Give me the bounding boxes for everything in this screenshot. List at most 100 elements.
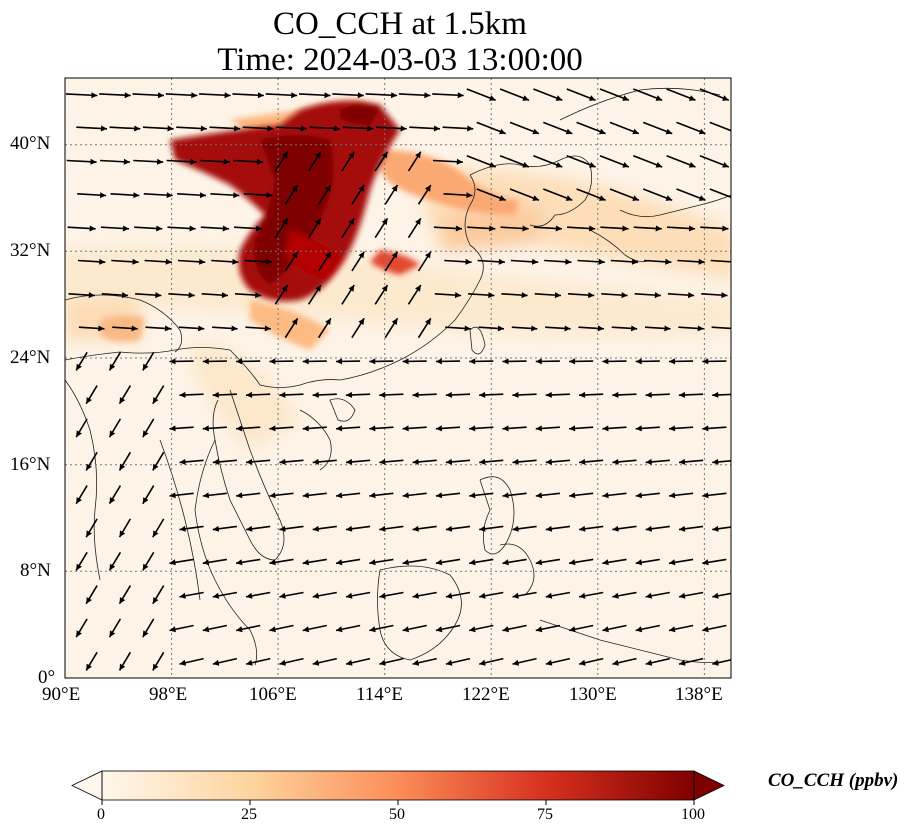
wind-arrow-head <box>179 659 186 666</box>
wind-arrow-head <box>369 492 376 499</box>
wind-arrow-head <box>532 128 539 135</box>
wind-arrow-head <box>212 659 220 666</box>
wind-arrow-head <box>142 430 149 438</box>
wind-arrow-head <box>479 458 486 465</box>
wind-arrow-head <box>98 325 105 332</box>
wind-arrow-head <box>655 95 663 101</box>
wind-arrow-head <box>86 663 92 671</box>
wind-arrow-head <box>555 162 563 168</box>
wind-arrow-head <box>588 292 595 299</box>
wind-arrow-head <box>169 559 176 566</box>
wind-arrow-head <box>369 626 376 633</box>
wind-arrow-head <box>535 559 543 566</box>
wind-arrow-head <box>346 659 353 666</box>
wind-arrow-head <box>333 125 341 132</box>
wind-arrow-head <box>121 292 129 299</box>
wind-arrow-head <box>688 95 696 101</box>
wind-arrow-head <box>669 425 676 432</box>
wind-arrow-head <box>602 425 609 432</box>
wind-arrow-head <box>665 128 673 135</box>
wind-arrow-head <box>479 391 486 398</box>
wind-arrow-head <box>336 559 343 566</box>
wind-arrow-head <box>302 492 309 499</box>
wind-arrow-head <box>199 192 206 199</box>
wind-arrow-head <box>502 559 509 566</box>
wind-arrow-head <box>124 92 131 99</box>
wind-arrow-head <box>435 492 443 499</box>
wind-arrow-head <box>688 225 696 232</box>
wind-arrow-head <box>469 492 476 499</box>
wind-arrow-head <box>212 525 220 532</box>
wind-arrow-head <box>133 192 140 199</box>
wind-arrow-head <box>231 325 238 332</box>
wind-arrow-head <box>565 258 572 265</box>
wind-arrow-head <box>602 559 609 566</box>
wind-arrow-head <box>76 630 82 638</box>
wind-arrow-head <box>402 425 409 432</box>
wind-arrow-head <box>412 592 419 599</box>
wind-arrow-head <box>412 659 420 666</box>
wind-arrow-head <box>599 128 606 135</box>
wind-arrow-head <box>266 192 273 199</box>
wind-arrow-head <box>602 626 609 633</box>
wind-arrow-head <box>712 592 719 599</box>
wind-arrow-head <box>635 559 643 566</box>
wind-arrow-head <box>302 559 310 566</box>
wind-arrow-head <box>152 463 159 471</box>
wind-arrow-head <box>236 425 243 432</box>
wind-arrow-head <box>545 391 552 398</box>
wind-arrow-head <box>722 225 729 232</box>
wind-arrow-head <box>466 192 473 199</box>
wind-arrow-head <box>348 151 355 159</box>
wind-arrow-head <box>535 626 543 633</box>
wind-arrow-head <box>415 151 421 159</box>
lon-tick-114e: 114°E <box>356 684 403 705</box>
wind-arrow-head <box>635 425 642 432</box>
wind-arrow-head <box>621 292 628 299</box>
wind-arrow-head <box>300 125 307 132</box>
wind-arrow-head <box>489 162 496 168</box>
wind-arrow-head <box>721 292 728 299</box>
wind-arrow-head <box>76 430 82 438</box>
colorbar <box>71 770 725 805</box>
wind-arrow-head <box>679 659 686 666</box>
wind-arrow-head <box>336 358 342 365</box>
wind-arrow-head <box>698 258 705 265</box>
wind-arrow-head <box>131 325 138 332</box>
wind-arrow-head <box>522 162 529 168</box>
wind-arrow-head <box>269 559 276 566</box>
wind-arrow-head <box>99 258 106 265</box>
colorbar-tick-25: 25 <box>241 806 257 823</box>
wind-arrow-head <box>456 158 463 165</box>
wind-arrow-head <box>531 325 538 332</box>
wind-arrow-head <box>142 497 149 504</box>
wind-arrow-head <box>379 458 386 465</box>
wind-arrow-head <box>199 258 206 265</box>
wind-arrow-head <box>265 258 272 265</box>
wind-arrow-head <box>156 225 163 232</box>
wind-arrow-head <box>236 559 243 566</box>
wind-arrow-head <box>345 391 353 398</box>
wind-arrow-head <box>522 95 529 101</box>
wind-arrow-head <box>632 195 639 201</box>
wind-arrow-head <box>521 292 528 299</box>
wind-arrow-head <box>312 592 320 599</box>
wind-arrow-head <box>712 525 719 532</box>
wind-arrow-head <box>157 158 164 165</box>
wind-arrow-head <box>122 225 129 232</box>
wind-arrow-head <box>579 525 586 532</box>
wind-vectors <box>65 88 731 671</box>
wind-arrow-head <box>602 358 609 365</box>
wind-arrow-head <box>412 525 419 532</box>
wind-arrow-head <box>119 663 126 671</box>
map-frame <box>64 77 732 679</box>
wind-arrow-head <box>109 563 116 571</box>
wind-arrow-head <box>232 258 239 265</box>
wind-arrow-head <box>499 195 506 201</box>
wind-arrow-head <box>169 492 176 499</box>
wind-arrow-head <box>702 492 709 499</box>
wind-arrow-head <box>256 225 263 232</box>
wind-arrow-head <box>555 225 562 232</box>
wind-arrow-head <box>279 458 286 465</box>
wind-arrow-head <box>315 285 321 292</box>
